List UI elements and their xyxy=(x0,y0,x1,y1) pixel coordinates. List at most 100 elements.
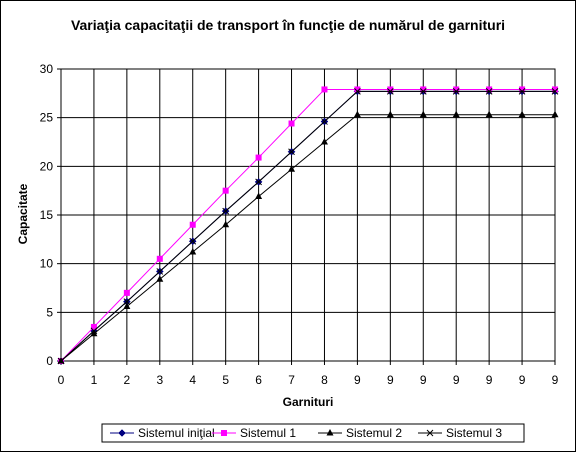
x-marker-stroke xyxy=(419,88,427,95)
x-marker-stroke xyxy=(90,327,98,335)
data-point-triangle xyxy=(518,110,526,118)
data-point-triangle xyxy=(57,357,65,364)
x-marker-stroke xyxy=(551,88,559,95)
x-tick-label: 0 xyxy=(58,373,65,387)
series-4 xyxy=(57,88,559,365)
legend-item-2: Sistemul 1 xyxy=(212,426,296,440)
x-tick-label: 7 xyxy=(288,373,295,387)
data-point-x xyxy=(386,88,394,95)
x-tick-label: 2 xyxy=(124,373,131,387)
chart-title: Variaţia capacitaţii de transport în fun… xyxy=(71,17,505,33)
data-point-diamond xyxy=(118,429,126,437)
data-point-triangle xyxy=(156,275,164,282)
data-point-square xyxy=(221,430,227,436)
x-marker-stroke xyxy=(354,88,361,95)
x-marker-stroke xyxy=(189,237,197,245)
y-tick-label: 30 xyxy=(40,62,54,76)
data-point-triangle xyxy=(419,110,427,118)
x-tick-label: 9 xyxy=(519,373,526,387)
data-point-x xyxy=(452,88,460,95)
x-tick-label: 9 xyxy=(486,373,493,387)
x-marker-stroke xyxy=(485,88,493,95)
x-tick-label: 6 xyxy=(255,373,262,387)
data-point-square xyxy=(288,120,295,127)
x-tick-label: 3 xyxy=(156,373,163,387)
x-marker-stroke xyxy=(156,268,164,275)
x-tick-label: 9 xyxy=(552,373,559,387)
data-point-square xyxy=(354,86,361,93)
x-tick-label: 4 xyxy=(189,373,196,387)
data-point-x xyxy=(123,298,131,305)
series-line xyxy=(60,90,555,362)
data-point-square xyxy=(552,86,558,93)
x-marker-stroke xyxy=(123,298,131,305)
data-point-x xyxy=(354,88,361,95)
data-point-triangle xyxy=(353,110,361,118)
data-point-x xyxy=(57,357,65,365)
x-marker-stroke xyxy=(426,429,434,437)
data-point-triangle xyxy=(386,110,394,118)
x-marker-stroke xyxy=(518,88,526,95)
x-tick-label: 1 xyxy=(91,373,98,387)
tick-labels: 0 5 10 15 20 25 30 0 1 2 3 4 5 6 7 8 9 9 9 9 9 9 9 xyxy=(40,62,559,387)
plot-area xyxy=(60,68,556,362)
data-point-x xyxy=(255,178,262,186)
y-tick-label: 25 xyxy=(40,111,54,125)
data-point-square xyxy=(453,86,460,93)
data-point-triangle xyxy=(189,247,197,255)
data-point-square xyxy=(90,323,97,330)
data-point-x xyxy=(321,118,328,125)
legend-label: Sistemul 3 xyxy=(446,426,502,440)
x-marker-stroke xyxy=(255,178,262,186)
x-tick-label: 9 xyxy=(354,373,361,387)
legend-label: Sistemul iniţial xyxy=(138,426,215,440)
x-axis-title: Garnituri xyxy=(283,395,334,409)
data-point-x xyxy=(156,268,164,275)
x-tick-label: 5 xyxy=(222,373,229,387)
legend: Sistemul iniţial Sistemul 1 Sistemul 2 Sist… xyxy=(101,423,525,443)
data-point-x xyxy=(551,88,559,95)
x-marker-stroke xyxy=(452,88,460,95)
x-tick-label: 9 xyxy=(387,373,394,387)
data-point-triangle xyxy=(123,302,131,309)
data-point-x xyxy=(485,88,493,95)
legend-item-1: Sistemul iniţial xyxy=(110,426,215,440)
data-point-x xyxy=(426,429,434,437)
x-tick-label: 8 xyxy=(321,373,328,387)
data-point-x xyxy=(288,148,295,156)
y-tick-label: 20 xyxy=(40,159,54,173)
data-point-square xyxy=(519,86,526,93)
y-tick-label: 5 xyxy=(46,305,53,319)
legend-item-4: Sistemul 3 xyxy=(418,426,502,440)
data-point-square xyxy=(189,221,196,228)
legend-label: Sistemul 2 xyxy=(346,426,402,440)
legend-item-3: Sistemul 2 xyxy=(318,426,402,440)
data-point-square xyxy=(156,255,163,262)
x-tick-label: 9 xyxy=(420,373,427,387)
x-tick-label: 9 xyxy=(453,373,460,387)
data-point-triangle xyxy=(222,220,230,228)
data-point-x xyxy=(90,327,98,335)
x-marker-stroke xyxy=(57,357,65,365)
data-point-triangle xyxy=(288,165,296,172)
data-point-square xyxy=(222,187,229,194)
data-point-x xyxy=(189,237,197,245)
data-point-triangle xyxy=(326,429,334,436)
series-line xyxy=(60,114,555,362)
legend-label: Sistemul 1 xyxy=(240,426,296,440)
legend-box xyxy=(101,423,525,443)
series-line xyxy=(60,88,555,362)
data-point-square xyxy=(123,289,130,296)
data-point-square xyxy=(486,86,493,93)
series-group xyxy=(57,86,559,365)
data-point-triangle xyxy=(90,329,98,337)
y-tick-label: 15 xyxy=(40,208,54,222)
data-point-square xyxy=(420,86,427,93)
data-point-square xyxy=(321,86,328,93)
data-point-triangle xyxy=(485,110,493,118)
data-point-square xyxy=(387,86,394,93)
data-point-triangle xyxy=(320,138,328,145)
y-axis-title: Capacitate xyxy=(16,183,30,244)
